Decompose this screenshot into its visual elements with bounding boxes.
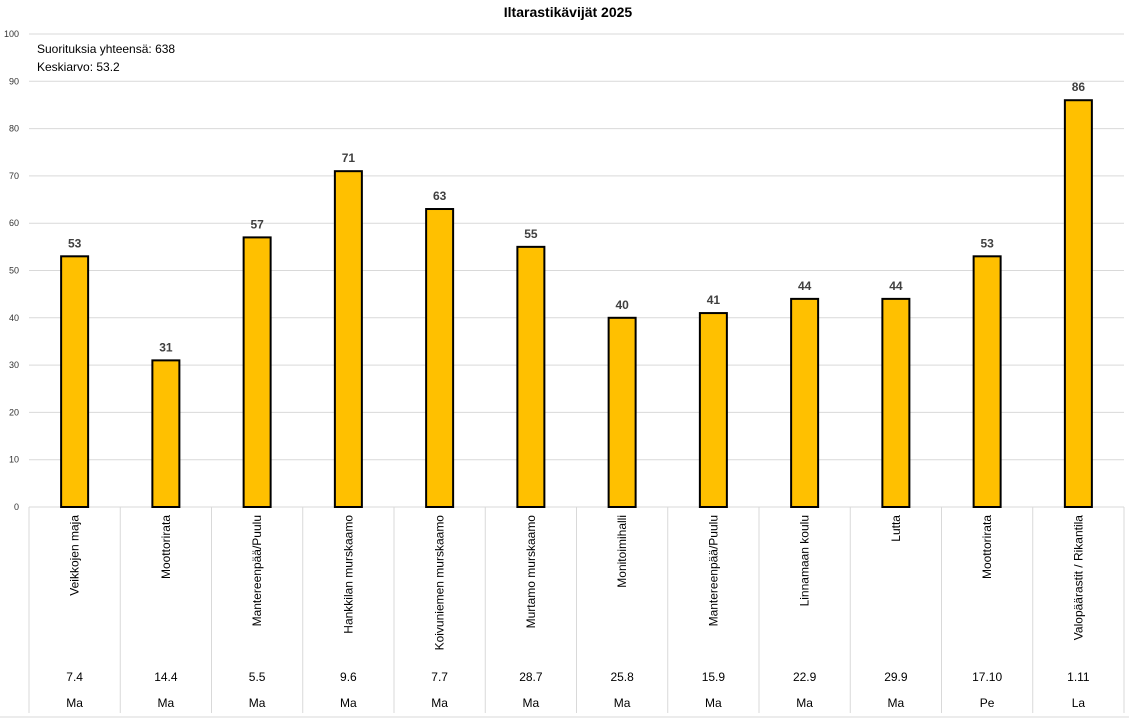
y-tick-label: 0 <box>14 502 19 512</box>
category-label: Mantereenpää/Puulu <box>706 515 720 626</box>
total-annotation: Suorituksia yhteensä: 638 <box>37 42 175 56</box>
category-label: Murtamo murskaamo <box>524 515 538 629</box>
bar <box>881 297 911 508</box>
y-tick-label: 30 <box>9 360 19 370</box>
date-label: 17.10 <box>972 670 1002 684</box>
category-label: Hankkilan murskaamo <box>341 515 355 634</box>
y-tick-label: 90 <box>9 76 19 86</box>
weekday-label: La <box>1072 696 1086 710</box>
data-label: 63 <box>433 189 447 203</box>
weekday-label: Ma <box>705 696 722 710</box>
weekday-label: Ma <box>431 696 448 710</box>
weekday-label: Ma <box>614 696 631 710</box>
bar <box>151 359 181 508</box>
data-label: 57 <box>250 217 264 231</box>
bar <box>790 297 820 508</box>
data-label: 71 <box>342 151 356 165</box>
category-label: Linnamaan koulu <box>798 515 812 606</box>
bar <box>516 245 546 508</box>
weekday-label: Ma <box>340 696 357 710</box>
gridlines: 0 10 20 30 40 50 60 70 80 90 100 <box>4 29 1124 512</box>
date-label: 15.9 <box>702 670 726 684</box>
category-table: Veikkojen maja 7.4 Ma Moottorirata 14.4 Ma Man… <box>0 507 1129 718</box>
weekday-label: Ma <box>796 696 813 710</box>
bar <box>425 208 455 508</box>
data-label: 53 <box>68 236 82 250</box>
bar <box>698 312 728 508</box>
bar <box>333 170 363 508</box>
category-label: Koivuniemen murskaamo <box>433 515 447 651</box>
y-tick-label: 100 <box>4 29 19 39</box>
weekday-label: Ma <box>523 696 540 710</box>
date-label: 14.4 <box>154 670 178 684</box>
weekday-label: Pe <box>980 696 995 710</box>
bar <box>972 255 1002 508</box>
date-label: 9.6 <box>340 670 357 684</box>
data-label: 41 <box>707 293 721 307</box>
date-label: 25.8 <box>610 670 634 684</box>
y-tick-label: 60 <box>9 218 19 228</box>
bar <box>60 255 90 508</box>
date-label: 22.9 <box>793 670 817 684</box>
bar <box>607 316 637 508</box>
y-tick-label: 20 <box>9 407 19 417</box>
data-label: 53 <box>980 236 994 250</box>
date-label: 5.5 <box>249 670 266 684</box>
y-tick-label: 10 <box>9 455 19 465</box>
weekday-label: Ma <box>158 696 175 710</box>
date-label: 29.9 <box>884 670 908 684</box>
category-label: Veikkojen maja <box>68 515 82 596</box>
data-label: 31 <box>159 340 173 354</box>
weekday-label: Ma <box>249 696 266 710</box>
chart-title: Iltarastikävijät 2025 <box>504 4 633 20</box>
weekday-label: Ma <box>66 696 83 710</box>
date-label: 7.4 <box>66 670 83 684</box>
average-annotation: Keskiarvo: 53.2 <box>37 60 120 74</box>
weekday-label: Ma <box>888 696 905 710</box>
date-label: 7.7 <box>431 670 448 684</box>
data-label: 40 <box>615 298 629 312</box>
category-label: Moottorirata <box>159 515 173 579</box>
category-label: Lutta <box>889 515 903 542</box>
bar <box>242 236 272 508</box>
y-tick-label: 40 <box>9 313 19 323</box>
date-label: 1.11 <box>1067 670 1090 684</box>
category-label: Monitoimihalli <box>615 515 629 588</box>
y-tick-label: 80 <box>9 124 19 134</box>
category-label: Moottorirata <box>980 515 994 579</box>
bar <box>1063 99 1093 508</box>
data-label: 44 <box>889 279 903 293</box>
data-label: 55 <box>524 227 538 241</box>
date-label: 28.7 <box>519 670 543 684</box>
category-label: Mantereenpää/Puulu <box>250 515 264 626</box>
category-label: Valopäärastit / Rikantila <box>1071 515 1085 641</box>
y-tick-label: 70 <box>9 171 19 181</box>
data-label: 86 <box>1072 80 1086 94</box>
data-label: 44 <box>798 279 812 293</box>
y-tick-label: 50 <box>9 266 19 276</box>
bars: 53 31 57 71 63 55 40 41 44 44 53 86 <box>60 80 1093 508</box>
